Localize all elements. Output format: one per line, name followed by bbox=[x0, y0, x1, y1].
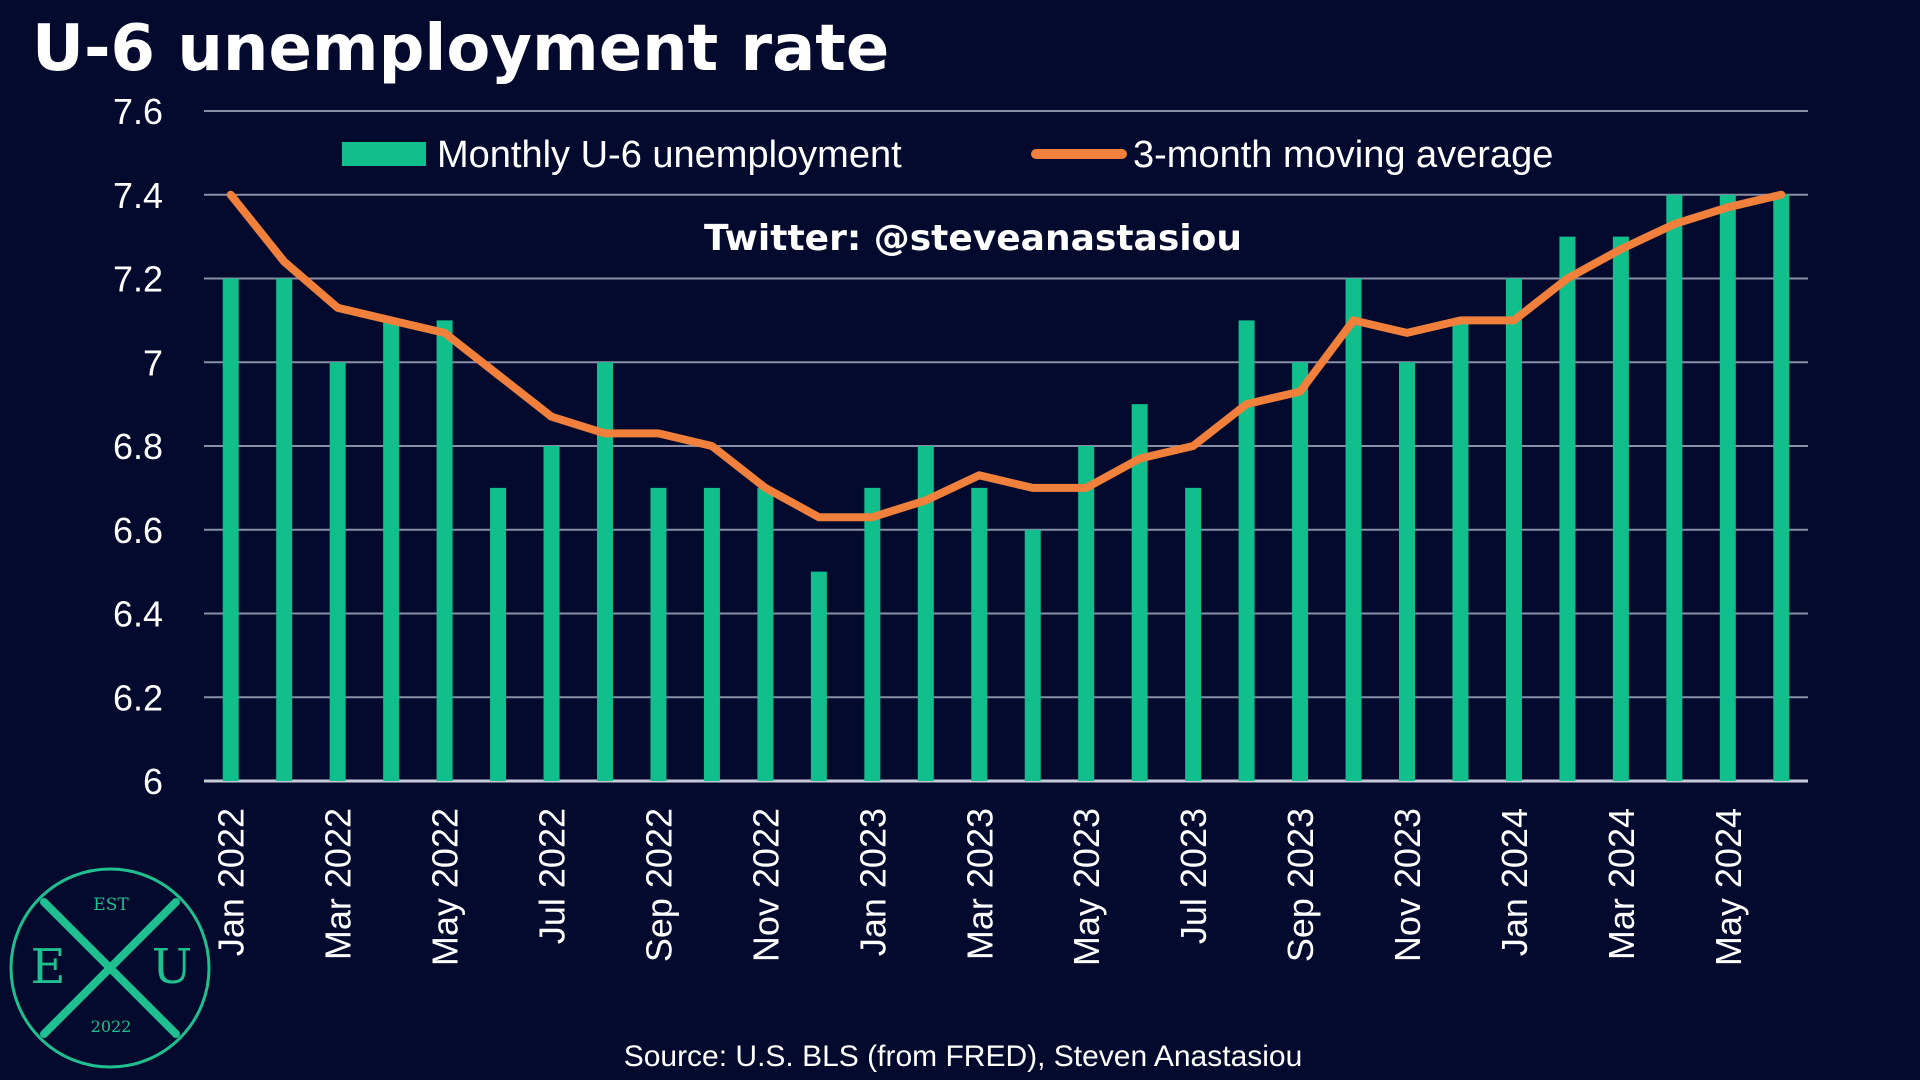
x-tick-label: Jul 2022 bbox=[532, 808, 573, 944]
y-axis-ticks: 6 6.2 6.4 6.6 6.8 7 7.2 7.4 7.6 bbox=[113, 91, 163, 802]
bar bbox=[383, 320, 400, 781]
x-tick-label: May 2024 bbox=[1708, 808, 1749, 966]
bar bbox=[1292, 362, 1309, 781]
x-tick-label: Mar 2024 bbox=[1601, 808, 1642, 960]
bar bbox=[1612, 236, 1629, 781]
x-tick-label: Jul 2023 bbox=[1173, 808, 1214, 944]
chart-title: U-6 unemployment rate bbox=[32, 12, 889, 86]
moving-average-line bbox=[226, 190, 1786, 522]
bar bbox=[810, 571, 827, 781]
bar bbox=[543, 446, 560, 781]
y-tick-label: 6.2 bbox=[113, 677, 163, 718]
x-tick-label: Sep 2022 bbox=[638, 808, 679, 962]
bar bbox=[1345, 278, 1362, 781]
x-tick-label: Jan 2022 bbox=[211, 808, 252, 956]
y-tick-label: 6.8 bbox=[113, 426, 163, 467]
logo-e: E bbox=[30, 939, 65, 995]
bar bbox=[597, 362, 613, 781]
legend-label-bars: Monthly U-6 unemployment bbox=[437, 134, 902, 176]
gridlines bbox=[204, 110, 1808, 783]
bar bbox=[757, 487, 774, 781]
bar bbox=[1238, 320, 1255, 781]
bar bbox=[650, 487, 667, 781]
y-tick-label: 6.6 bbox=[113, 510, 163, 551]
x-tick-label: Jan 2023 bbox=[852, 808, 893, 956]
bar bbox=[1773, 194, 1790, 781]
x-tick-label: Mar 2022 bbox=[318, 808, 359, 960]
line-series bbox=[226, 190, 1786, 522]
x-tick-label: Nov 2022 bbox=[745, 808, 786, 962]
bar bbox=[329, 362, 346, 781]
bar bbox=[1078, 446, 1095, 781]
bar bbox=[222, 278, 239, 781]
bar bbox=[917, 446, 934, 781]
y-tick-label: 7.4 bbox=[113, 175, 163, 216]
logo-ring bbox=[9, 867, 211, 1069]
twitter-annotation: Twitter: @steveanastasiou bbox=[704, 218, 1242, 259]
bar bbox=[1666, 194, 1683, 781]
logo-x-stroke-2 bbox=[40, 898, 180, 1038]
x-tick-label: Sep 2023 bbox=[1280, 808, 1321, 962]
legend-label-line: 3-month moving average bbox=[1133, 134, 1553, 176]
bar bbox=[1505, 278, 1522, 781]
bar bbox=[1024, 529, 1041, 781]
exu-logo: EST E U 2022 bbox=[9, 867, 211, 1069]
bar bbox=[1185, 487, 1202, 781]
bar bbox=[1399, 362, 1415, 781]
legend: Monthly U-6 unemployment 3-month moving … bbox=[342, 134, 1553, 176]
x-tick-label: May 2023 bbox=[1066, 808, 1107, 966]
x-tick-label: Jan 2024 bbox=[1494, 808, 1535, 956]
bar bbox=[276, 278, 293, 781]
bar bbox=[490, 487, 507, 781]
bar-series bbox=[222, 194, 1790, 781]
x-tick-label: Mar 2023 bbox=[959, 808, 1000, 960]
y-tick-label: 7.2 bbox=[113, 259, 163, 300]
y-tick-label: 7 bbox=[143, 342, 163, 383]
bar bbox=[703, 487, 720, 781]
bar bbox=[1719, 194, 1736, 781]
bar bbox=[864, 487, 881, 781]
y-tick-label: 7.6 bbox=[113, 91, 163, 132]
bar bbox=[1131, 404, 1148, 781]
logo-u: U bbox=[152, 939, 192, 995]
x-tick-label: May 2022 bbox=[425, 808, 466, 966]
y-tick-label: 6.4 bbox=[113, 594, 163, 635]
bar bbox=[971, 487, 988, 781]
legend-swatch-bars bbox=[342, 142, 426, 166]
bar bbox=[1559, 236, 1576, 781]
bar bbox=[1452, 320, 1469, 781]
source-note: Source: U.S. BLS (from FRED), Steven Ana… bbox=[624, 1040, 1303, 1073]
bar bbox=[436, 320, 453, 781]
y-tick-label: 6 bbox=[143, 761, 163, 802]
x-axis-ticks: Jan 2022 Mar 2022 May 2022 Jul 2022 Sep 2022… bbox=[211, 808, 1749, 966]
x-tick-label: Nov 2023 bbox=[1387, 808, 1428, 962]
logo-year: 2022 bbox=[91, 1017, 132, 1036]
logo-est: EST bbox=[93, 895, 129, 915]
